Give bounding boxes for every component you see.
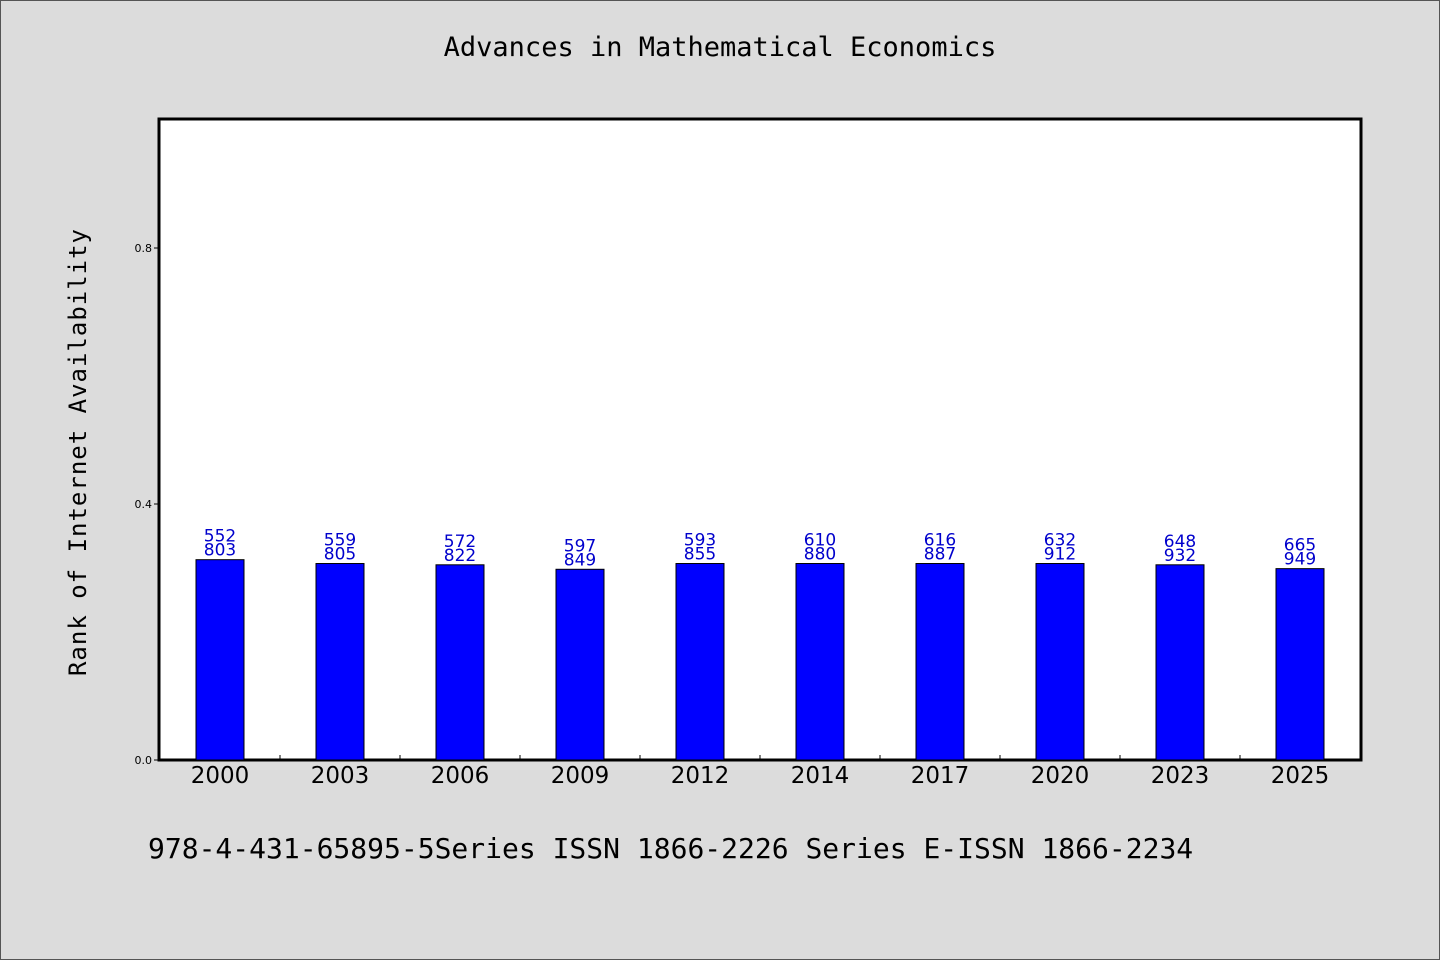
bar (1035, 563, 1085, 761)
data-label-bottom: 887 (924, 545, 956, 565)
x-tick-label: 2025 (1271, 763, 1330, 789)
data-label-top: 665 (1284, 536, 1316, 556)
x-tick-label: 2020 (1031, 763, 1090, 789)
x-tick-label: 2009 (551, 763, 610, 789)
data-label-top: 610 (804, 531, 836, 551)
bar (1155, 564, 1205, 761)
bar (315, 563, 365, 761)
x-tick-label: 2014 (791, 763, 850, 789)
axis-ticks: 0.0 0.4 0.8 (135, 242, 1241, 767)
x-tick-label: 2023 (1151, 763, 1210, 789)
y-tick-label: 0.0 (135, 754, 153, 767)
x-tick-label: 2017 (911, 763, 970, 789)
data-label-bottom: 855 (684, 545, 716, 565)
data-label-bottom: 880 (804, 545, 836, 565)
data-label-top: 632 (1044, 531, 1076, 551)
data-label-bottom: 805 (324, 545, 356, 565)
data-label-bottom: 849 (564, 550, 596, 570)
data-label-top: 559 (324, 531, 356, 551)
y-tick-label: 0.8 (135, 242, 153, 255)
data-label-bottom: 949 (1284, 550, 1316, 570)
x-tick-label: 2012 (671, 763, 730, 789)
bar (795, 563, 845, 761)
x-tick-label: 2003 (311, 763, 370, 789)
data-label-top: 552 (204, 527, 236, 547)
x-tick-label: 2006 (431, 763, 490, 789)
y-tick-label: 0.4 (135, 498, 153, 511)
bars (195, 559, 1325, 761)
bar (195, 559, 245, 761)
y-axis-label: Rank of Internet Availability (64, 228, 92, 676)
bar (675, 563, 725, 761)
x-tick-label: 2000 (191, 763, 250, 789)
bar (435, 564, 485, 761)
data-label-top: 616 (924, 531, 956, 551)
data-label-bottom: 912 (1044, 545, 1076, 565)
chart-title: Advances in Mathematical Economics (443, 32, 997, 63)
bar (555, 568, 605, 761)
bar (1275, 568, 1325, 761)
data-label-top: 648 (1164, 532, 1196, 552)
data-label-bottom: 822 (444, 546, 476, 566)
data-label-top: 572 (444, 532, 476, 552)
data-label-top: 593 (684, 531, 716, 551)
data-label-bottom: 932 (1164, 546, 1196, 566)
data-label-bottom: 803 (204, 541, 236, 561)
isbn-issn-footer: 978-4-431-65895-5Series ISSN 1866-2226 S… (148, 832, 1194, 865)
bar (915, 563, 965, 761)
data-label-top: 597 (564, 536, 596, 556)
